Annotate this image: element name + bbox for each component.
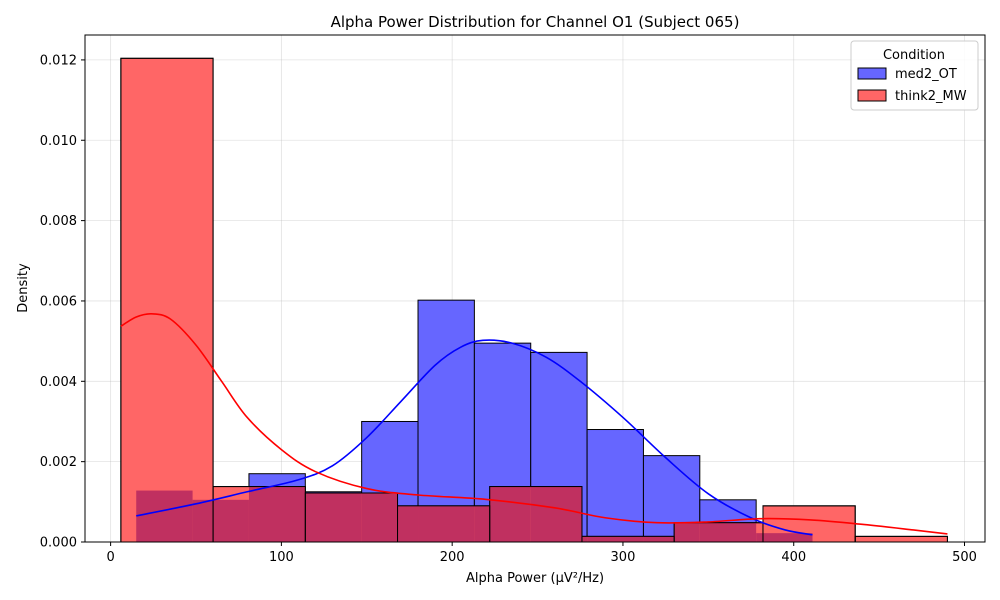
legend-swatch-med2-ot [857,67,887,80]
histogram-overlap [587,536,644,542]
histogram-overlap [674,522,700,542]
kde-line-med2-ot [136,339,813,536]
kde-layer [120,312,948,536]
x-tick-label: 300 [611,550,636,565]
legend-label-think2-mw: think2_MW [895,89,967,104]
histogram-overlap [361,492,398,542]
histogram-overlap [136,490,193,542]
legend-title: Condition [883,48,945,63]
histogram-overlap [762,533,813,542]
y-tick-label: 0.010 [40,134,77,149]
x-axis-label: Alpha Power (µV²/Hz) [466,571,604,586]
x-tick-label: 200 [440,550,465,565]
x-tick-label: 400 [781,550,806,565]
histogram-overlap [474,505,490,542]
y-tick-label: 0.008 [40,214,77,229]
ticks-layer: 0 100 200 300 400 500 0.000 0.002 0.004 0.006 0.00… [40,53,977,565]
x-tick-label: 0 [106,550,114,565]
y-tick-label: 0.012 [40,53,77,68]
legend: Condition med2_OT think2_MW [850,40,979,111]
histogram-overlap [213,499,249,542]
y-tick-label: 0.002 [40,455,77,470]
y-tick-label: 0.004 [40,375,77,390]
histogram-bar-think2-mw [120,57,214,543]
histogram-bar-med2-ot [417,299,475,543]
histogram-overlap [248,486,306,542]
x-tick-label: 100 [269,550,294,565]
histogram-bar-med2-ot [586,429,644,543]
legend-swatch-think2-mw [857,89,887,102]
histogram-overlap [643,536,675,542]
bars-layer [120,57,948,543]
histogram-overlap [192,499,214,542]
histogram-overlap [756,533,763,542]
y-tick-label: 0.006 [40,294,77,309]
histogram-bar-think2-mw [854,535,948,543]
histogram-overlap [418,505,475,542]
histogram-overlap [489,486,531,542]
x-tick-label: 500 [952,550,977,565]
histogram-overlap [397,505,419,542]
plot-frame [84,34,986,543]
legend-label-med2-ot: med2_OT [895,67,957,82]
chart-title: Alpha Power Distribution for Channel O1 … [331,13,740,31]
histogram-overlap [530,486,582,542]
y-tick-label: 0.000 [40,536,77,551]
y-axis-label: Density [16,263,31,313]
histogram-overlap [699,522,757,542]
histogram-overlap [581,536,588,542]
kde-line-think2-mw [120,312,948,535]
histogram-overlap [305,492,362,542]
